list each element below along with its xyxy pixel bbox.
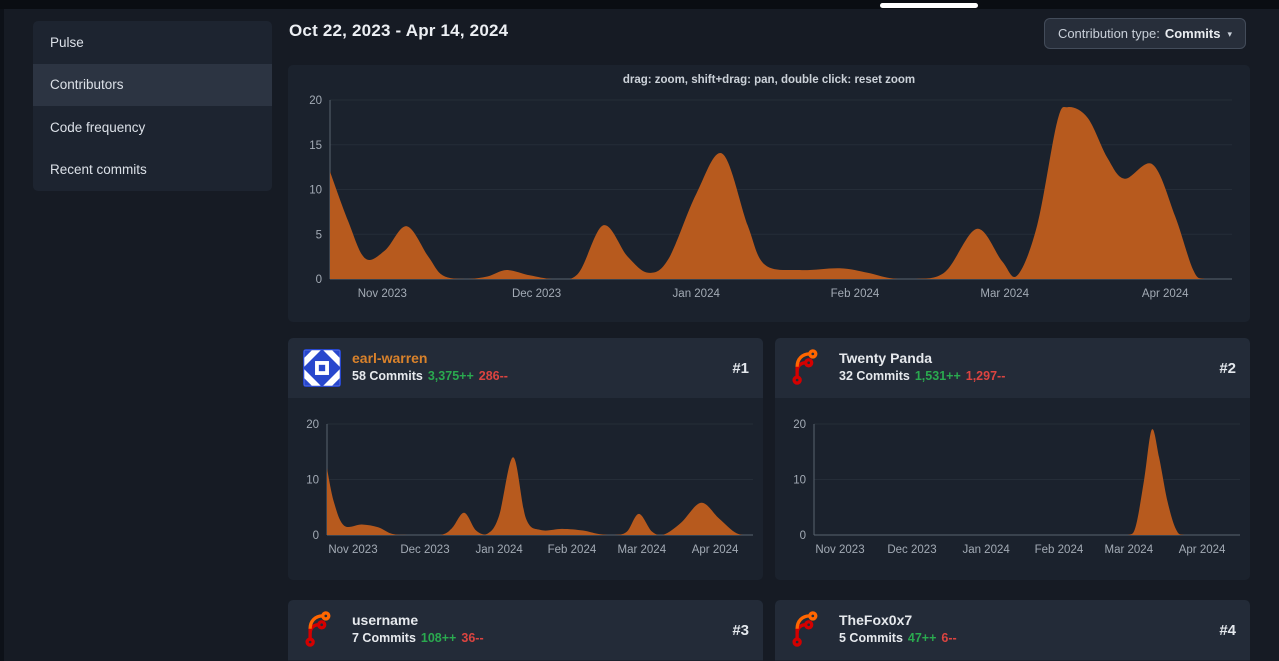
deletions-count: 286-- (478, 369, 508, 383)
svg-text:Feb 2024: Feb 2024 (831, 288, 880, 300)
contributor-card-header: username 7 Commits 108++ 36-- #3 (288, 600, 763, 660)
svg-text:Jan 2024: Jan 2024 (673, 288, 721, 300)
svg-text:0: 0 (316, 274, 322, 286)
svg-text:20: 20 (306, 419, 319, 431)
rank-badge: #1 (732, 359, 749, 377)
svg-text:10: 10 (793, 475, 806, 487)
additions-count: 1,531++ (914, 369, 961, 383)
svg-text:Feb 2024: Feb 2024 (1035, 544, 1084, 556)
svg-text:Nov 2023: Nov 2023 (815, 544, 864, 556)
contributor-stats: 5 Commits 47++ 6-- (839, 631, 957, 645)
contributor-chart[interactable]: 0 10 20 Nov 2023 Dec 2023 Jan 2024 Feb 2024 Mar… (288, 398, 763, 580)
commit-count: 7 Commits (352, 631, 416, 645)
rank-badge: #4 (1219, 621, 1236, 639)
contributor-card-header: Twenty Panda 32 Commits 1,531++ 1,297-- #2 (775, 338, 1250, 398)
rank-badge: #2 (1219, 359, 1236, 377)
commit-count: 32 Commits (839, 369, 910, 383)
sidebar-item-recent-commits[interactable]: Recent commits (50, 162, 147, 178)
main-chart-card: drag: zoom, shift+drag: pan, double clic… (288, 65, 1250, 322)
window-left-edge (0, 0, 4, 661)
svg-text:20: 20 (309, 95, 322, 107)
contribution-type-button[interactable]: Contribution type: Commits ▾ (1043, 18, 1246, 49)
sidebar-item-code-frequency[interactable]: Code frequency (50, 119, 146, 135)
contributor-card: TheFox0x7 5 Commits 47++ 6-- #4 (775, 600, 1250, 661)
rank-badge: #3 (732, 621, 749, 639)
contributor-stats: 7 Commits 108++ 36-- (352, 631, 484, 645)
svg-text:Mar 2024: Mar 2024 (1105, 544, 1154, 556)
date-range-title: Oct 22, 2023 - Apr 14, 2024 (289, 21, 509, 40)
sidebar-item-pulse[interactable]: Pulse (50, 34, 84, 50)
svg-text:Apr 2024: Apr 2024 (1142, 288, 1189, 300)
contribution-type-value: Commits (1164, 26, 1221, 41)
deletions-count: 6-- (941, 631, 957, 645)
sidebar-item-contributors[interactable]: Contributors (33, 63, 272, 106)
svg-text:Nov 2023: Nov 2023 (358, 288, 407, 300)
svg-text:Dec 2023: Dec 2023 (512, 288, 561, 300)
svg-text:Dec 2023: Dec 2023 (400, 544, 449, 556)
deletions-count: 36-- (461, 631, 484, 645)
svg-text:15: 15 (309, 140, 322, 152)
commit-count: 5 Commits (839, 631, 903, 645)
additions-count: 108++ (420, 631, 457, 645)
main-contributions-chart[interactable]: 0 5 10 15 20 Nov 2023 Dec 2023 Jan 2024 Feb 2024… (288, 65, 1250, 322)
svg-text:10: 10 (309, 185, 322, 197)
sidebar-menu: Pulse Contributors Code frequency Recent… (33, 21, 272, 191)
contributor-card-header: earl-warren 58 Commits 3,375++ 286-- #1 (288, 338, 763, 398)
svg-text:Mar 2024: Mar 2024 (980, 288, 1029, 300)
forgejo-logo-icon[interactable] (790, 349, 828, 387)
svg-text:Dec 2023: Dec 2023 (887, 544, 936, 556)
svg-text:10: 10 (306, 475, 319, 487)
commit-count: 58 Commits (352, 369, 423, 383)
svg-text:Apr 2024: Apr 2024 (692, 544, 739, 556)
contributor-card: username 7 Commits 108++ 36-- #3 (288, 600, 763, 661)
chart-hint: drag: zoom, shift+drag: pan, double clic… (622, 74, 916, 86)
svg-text:Apr 2024: Apr 2024 (1179, 544, 1226, 556)
top-bar (0, 0, 1279, 9)
contributor-name[interactable]: Twenty Panda (839, 350, 933, 366)
contributor-stats: 32 Commits 1,531++ 1,297-- (839, 369, 1005, 383)
contribution-type-label: Contribution type: (1057, 26, 1160, 41)
forgejo-logo-icon[interactable] (303, 611, 341, 649)
contributor-name[interactable]: username (352, 612, 419, 628)
contributor-card: Twenty Panda 32 Commits 1,531++ 1,297-- #2… (775, 338, 1250, 580)
contributor-name[interactable]: TheFox0x7 (839, 612, 913, 628)
identicon-avatar[interactable] (303, 349, 341, 387)
chevron-down-icon: ▾ (1227, 29, 1232, 39)
svg-text:20: 20 (793, 419, 806, 431)
contributor-card-header: TheFox0x7 5 Commits 47++ 6-- #4 (775, 600, 1250, 660)
contributor-card: earl-warren 58 Commits 3,375++ 286-- #1 0 1… (288, 338, 763, 580)
contributor-chart-area: 0 10 20 Nov 2023 Dec 2023 Jan 2024 Feb 2024 Mar… (775, 398, 1250, 580)
svg-text:Jan 2024: Jan 2024 (475, 544, 523, 556)
svg-text:5: 5 (316, 229, 322, 241)
svg-text:0: 0 (313, 530, 319, 542)
additions-count: 3,375++ (427, 369, 474, 383)
contributor-stats: 58 Commits 3,375++ 286-- (352, 369, 508, 383)
forgejo-logo-icon[interactable] (790, 611, 828, 649)
svg-text:Jan 2024: Jan 2024 (962, 544, 1010, 556)
additions-count: 47++ (907, 631, 937, 645)
svg-text:Feb 2024: Feb 2024 (548, 544, 597, 556)
deletions-count: 1,297-- (965, 369, 1006, 383)
active-tab-indicator (880, 3, 978, 8)
contributor-chart-area: 0 10 20 Nov 2023 Dec 2023 Jan 2024 Feb 2024 Mar… (288, 398, 763, 580)
svg-text:0: 0 (800, 530, 806, 542)
contributor-name[interactable]: earl-warren (352, 350, 428, 366)
svg-text:Mar 2024: Mar 2024 (618, 544, 667, 556)
contributor-chart[interactable]: 0 10 20 Nov 2023 Dec 2023 Jan 2024 Feb 2024 Mar… (775, 398, 1250, 580)
svg-text:Nov 2023: Nov 2023 (328, 544, 377, 556)
